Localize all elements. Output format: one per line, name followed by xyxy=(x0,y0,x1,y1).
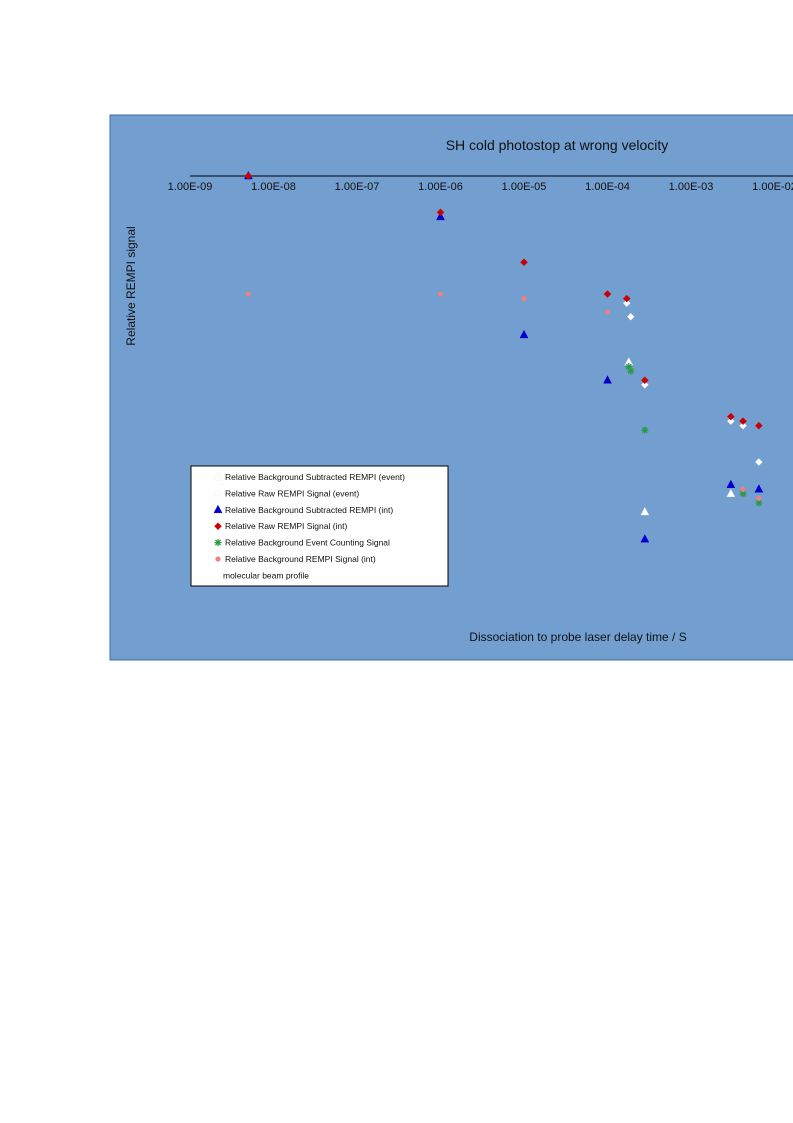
data-point xyxy=(626,312,635,321)
data-point xyxy=(640,534,650,543)
data-point xyxy=(603,375,612,384)
series-5 xyxy=(245,291,762,501)
x-axis-title: Dissociation to probe laser delay time /… xyxy=(469,630,686,644)
data-point xyxy=(519,329,529,339)
data-point xyxy=(726,417,735,426)
x-tick-label: 1.00E-08 xyxy=(251,181,296,193)
data-point xyxy=(627,367,635,375)
data-point xyxy=(726,412,735,421)
series-0 xyxy=(624,357,736,516)
data-point xyxy=(622,299,631,307)
data-point xyxy=(521,295,527,302)
data-point xyxy=(726,479,736,488)
legend-marker xyxy=(214,539,222,547)
data-point xyxy=(640,506,650,516)
legend: Relative Background Subtracted REMPI (ev… xyxy=(190,465,449,587)
data-point xyxy=(755,499,763,507)
legend-label: Relative Raw REMPI Signal (int) xyxy=(225,521,348,531)
data-point xyxy=(437,291,444,297)
data-point xyxy=(726,488,736,498)
legend-marker xyxy=(215,556,221,562)
legend-marker xyxy=(214,489,222,498)
data-point xyxy=(754,484,764,493)
data-point xyxy=(756,495,762,501)
data-point xyxy=(604,309,611,315)
legend-marker xyxy=(213,504,223,514)
data-point xyxy=(640,376,649,385)
data-point xyxy=(640,380,649,389)
legend-label: Relative Background Subtracted REMPI (in… xyxy=(225,505,393,515)
x-tick-label: 1.00E-04 xyxy=(585,181,630,193)
legend-label: Relative Background Subtracted REMPI (ev… xyxy=(225,472,405,482)
data-point xyxy=(739,490,747,498)
data-point xyxy=(520,258,528,267)
x-axis-ticks: 1.00E-09 1.00E-08 1.00E-07 1.00E-06 1.00E-05… xyxy=(168,181,793,193)
data-point xyxy=(641,426,649,434)
data-point xyxy=(244,172,253,180)
x-tick-label: 1.00E-07 xyxy=(335,181,380,193)
legend-label: Relative Raw REMPI Signal (event) xyxy=(225,488,359,498)
legend-marker xyxy=(213,471,223,481)
x-tick-label: 1.00E-05 xyxy=(502,181,547,193)
series-1 xyxy=(622,299,763,466)
data-point xyxy=(622,294,631,303)
chart-title: SH cold photostop at wrong velocity xyxy=(446,137,669,153)
y-axis-title: Relative REMPI signal xyxy=(124,226,138,345)
data-point xyxy=(245,291,251,297)
x-tick-label: 1.00E-09 xyxy=(168,181,213,193)
data-series xyxy=(243,170,764,543)
x-tick-label: 1.00E-06 xyxy=(418,181,463,193)
series-3 xyxy=(244,172,763,430)
legend-box xyxy=(190,465,449,587)
series-4 xyxy=(625,363,763,507)
data-point xyxy=(625,363,633,371)
legend-label: Relative Background Event Counting Signa… xyxy=(225,538,390,548)
legend-marker xyxy=(214,522,222,531)
legend-label: Relative Background REMPI Signal (int) xyxy=(225,554,376,564)
data-point xyxy=(755,458,763,466)
data-point xyxy=(755,421,763,430)
x-tick-label: 1.00E-03 xyxy=(669,181,714,193)
data-point xyxy=(603,290,612,298)
data-point xyxy=(436,208,445,217)
x-tick-label: 1.00E-02 xyxy=(752,181,793,193)
legend-label: molecular beam profile xyxy=(223,570,309,580)
data-point xyxy=(740,486,746,492)
data-point xyxy=(739,421,747,430)
data-point xyxy=(739,417,747,426)
